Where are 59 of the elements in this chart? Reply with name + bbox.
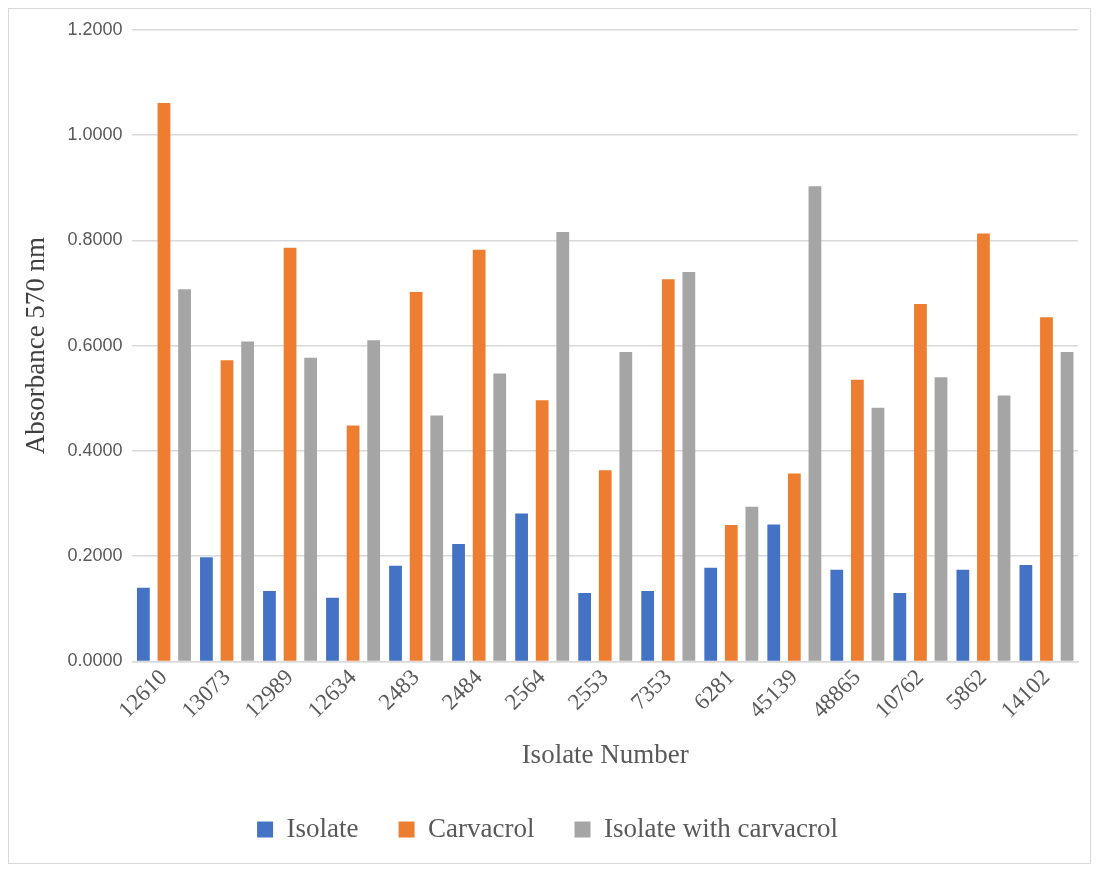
x-tick-label: 7353 xyxy=(625,664,677,715)
bar xyxy=(661,279,675,661)
bar xyxy=(409,291,423,661)
bar xyxy=(326,597,339,661)
bar xyxy=(304,357,318,661)
bar xyxy=(430,415,444,661)
bar xyxy=(263,590,276,661)
bar xyxy=(934,377,948,661)
bar xyxy=(724,525,738,661)
bar xyxy=(787,473,801,661)
bar xyxy=(830,569,844,661)
bar xyxy=(871,407,885,661)
bar xyxy=(346,425,360,661)
y-tick-label: 0.4000 xyxy=(67,439,123,460)
bar xyxy=(808,186,822,661)
bar xyxy=(200,557,213,661)
bar xyxy=(241,341,254,661)
bar xyxy=(137,587,150,661)
bar xyxy=(893,593,907,661)
bar xyxy=(641,590,655,661)
bar xyxy=(997,395,1011,661)
bar xyxy=(850,379,864,661)
bar xyxy=(767,524,781,661)
bar xyxy=(157,102,171,661)
bar xyxy=(556,231,570,661)
legend-label: Isolate xyxy=(286,812,359,843)
bar xyxy=(1040,317,1053,661)
y-tick-label: 1.0000 xyxy=(67,124,123,145)
bar xyxy=(682,271,696,661)
bar xyxy=(515,513,528,661)
bar xyxy=(704,567,718,661)
bar xyxy=(178,289,191,661)
bar xyxy=(956,569,970,661)
bar xyxy=(914,304,927,661)
bar xyxy=(745,506,759,661)
bar xyxy=(493,373,507,661)
x-tick-label: 6281 xyxy=(688,664,740,715)
x-axis-title: Isolate Number xyxy=(521,738,689,769)
bar xyxy=(1019,565,1033,661)
y-tick-label: 1.2000 xyxy=(67,18,123,39)
bar xyxy=(619,351,633,661)
legend-label: Isolate with carvacrol xyxy=(604,812,838,843)
y-tick-label: 0.0000 xyxy=(67,650,123,671)
bar xyxy=(472,249,486,661)
bar xyxy=(389,565,402,661)
y-tick-label: 0.2000 xyxy=(67,545,123,566)
bar xyxy=(977,233,990,661)
y-tick-label: 0.6000 xyxy=(67,334,123,355)
bar xyxy=(598,470,612,661)
bar xyxy=(578,593,592,661)
bar xyxy=(452,544,465,661)
bar xyxy=(535,400,549,661)
y-axis-title: Absorbance 570 nm xyxy=(20,236,51,455)
legend-label: Carvacrol xyxy=(428,812,535,843)
bar xyxy=(367,340,381,661)
bar xyxy=(283,247,297,661)
bar xyxy=(1060,351,1074,661)
bar xyxy=(220,360,234,661)
y-tick-label: 0.8000 xyxy=(67,229,123,250)
